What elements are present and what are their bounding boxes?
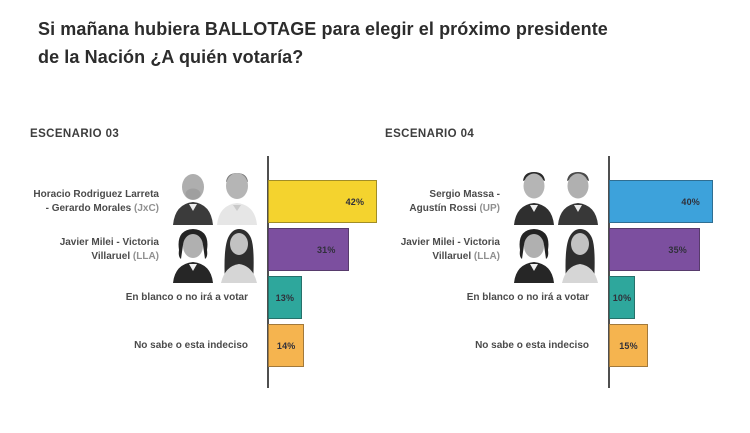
axis-line: [267, 156, 269, 388]
party-code: (LLA): [132, 250, 159, 262]
bar-milei-villarruel: 35%: [609, 228, 700, 271]
axis-line: [608, 156, 610, 388]
bar-row-blanco: En blanco o no irá a votar 13%: [30, 276, 390, 319]
candidate-photo-milei-villarruel: [508, 226, 606, 283]
category-label: En blanco o no irá a votar: [126, 291, 268, 305]
party-code: (LLA): [473, 250, 500, 262]
candidate-label: Javier Milei - Victoria Villaruel (LLA): [401, 236, 500, 264]
bar-row-massa: Sergio Massa - Agustín Rossi (UP) 40%: [385, 180, 745, 223]
bar-no-sabe: 15%: [609, 324, 648, 367]
bar-row-indeciso: No sabe o esta indeciso 14%: [30, 324, 390, 367]
bar-massa-rossi: 40%: [609, 180, 713, 223]
bar-en-blanco: 13%: [268, 276, 302, 319]
bar-value-label: 15%: [619, 340, 638, 351]
candidate-label: Javier Milei - Victoria Villaruel (LLA): [60, 236, 159, 264]
scenario-04-title: ESCENARIO 04: [385, 128, 475, 140]
bar-en-blanco: 10%: [609, 276, 635, 319]
bar-value-label: 40%: [681, 196, 700, 207]
bar-row-milei: Javier Milei - Victoria Villaruel (LLA) …: [30, 228, 390, 271]
category-label: En blanco o no irá a votar: [467, 291, 609, 305]
category-text: En blanco o no irá a votar: [466, 291, 589, 303]
candidate-name-line2: Agustín Rossi: [409, 202, 477, 214]
scenario-03-rows: Horacio Rodriguez Larreta - Gerardo Mora…: [30, 156, 390, 388]
scenario-04-chart: ESCENARIO 04 Sergio Massa - Agustín Ross…: [385, 128, 745, 388]
scenario-03-title: ESCENARIO 03: [30, 128, 120, 140]
category-text: No sabe o esta indeciso: [475, 339, 589, 351]
category-label: No sabe o esta indeciso: [475, 339, 609, 353]
bar-value-label: 14%: [276, 340, 296, 351]
bar-milei-villarruel: 31%: [268, 228, 349, 271]
candidate-name-line2: Villaruel: [91, 250, 131, 262]
scenario-03-chart: ESCENARIO 03 Horacio Rodriguez Larreta -…: [30, 128, 390, 388]
candidate-name-line2: - Gerardo Morales: [45, 202, 132, 214]
party-code: (UP): [479, 202, 500, 214]
bar-value-label: 31%: [316, 244, 336, 255]
bar-no-sabe: 14%: [268, 324, 305, 367]
candidate-photo-massa-rossi: [508, 168, 606, 225]
scenario-04-rows: Sergio Massa - Agustín Rossi (UP) 40% Ja…: [385, 156, 745, 388]
bar-value-label: 35%: [668, 244, 687, 255]
candidate-label: Sergio Massa - Agustín Rossi (UP): [409, 188, 500, 216]
page-title: Si mañana hubiera BALLOTAGE para elegir …: [38, 19, 608, 67]
candidate-name-line1: Horacio Rodriguez Larreta: [33, 188, 159, 200]
candidate-photo-larreta-morales: [167, 168, 265, 225]
candidate-name-line1: Sergio Massa -: [429, 188, 500, 200]
category-text: No sabe o esta indeciso: [134, 339, 248, 351]
bar-row-milei: Javier Milei - Victoria Villaruel (LLA) …: [385, 228, 745, 271]
candidate-name-line2: Villaruel: [432, 250, 472, 262]
bar-row-larreta: Horacio Rodriguez Larreta - Gerardo Mora…: [30, 180, 390, 223]
bar-larreta-morales: 42%: [268, 180, 378, 223]
bar-value-label: 13%: [275, 292, 295, 303]
candidate-photo-milei-villarruel: [167, 226, 265, 283]
candidate-name-line1: Javier Milei - Victoria: [59, 236, 159, 248]
party-code: (JxC): [133, 202, 159, 214]
category-label: No sabe o esta indeciso: [134, 339, 268, 353]
bar-value-label: 10%: [612, 292, 632, 303]
bar-row-blanco: En blanco o no irá a votar 10%: [385, 276, 745, 319]
bar-row-indeciso: No sabe o esta indeciso 15%: [385, 324, 745, 367]
candidate-label: Horacio Rodriguez Larreta - Gerardo Mora…: [33, 188, 159, 216]
category-text: En blanco o no irá a votar: [125, 291, 248, 303]
candidate-name-line1: Javier Milei - Victoria: [400, 236, 500, 248]
bar-value-label: 42%: [345, 196, 365, 207]
